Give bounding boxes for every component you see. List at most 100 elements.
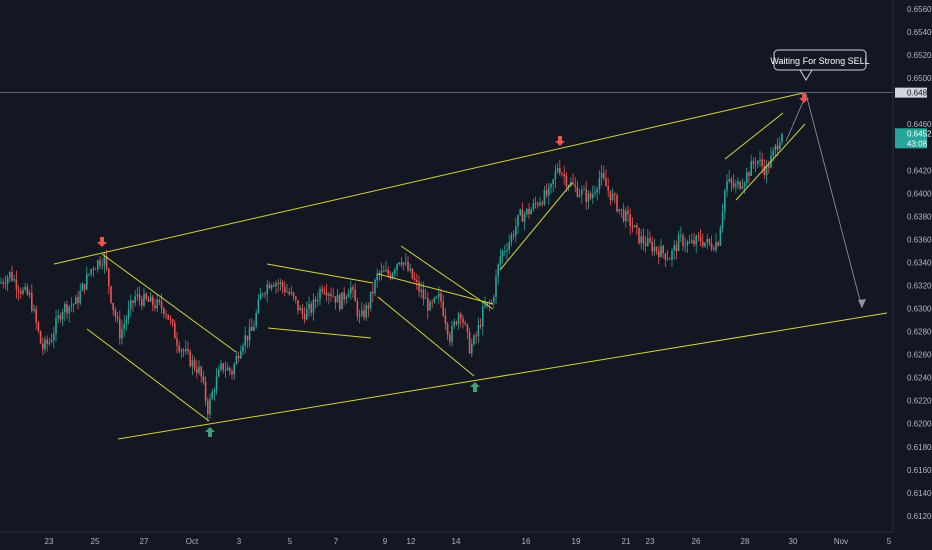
candle-body	[358, 315, 361, 317]
candle-body	[64, 304, 66, 313]
candle-body	[618, 209, 620, 212]
annotation-box[interactable]	[773, 49, 867, 71]
candle-body	[147, 298, 150, 302]
candle-body	[312, 299, 315, 313]
candle-body	[636, 225, 638, 228]
candle-body	[187, 348, 189, 352]
price-line-tag[interactable]	[895, 87, 927, 98]
candle-body	[563, 174, 565, 176]
candle-body	[246, 335, 249, 341]
projection-line[interactable]	[805, 93, 863, 309]
candle-body	[631, 225, 634, 228]
candle-body	[574, 184, 576, 187]
candle-body	[380, 270, 383, 274]
candle-body	[24, 286, 26, 290]
trend-line[interactable]	[117, 312, 888, 440]
candle-body	[143, 293, 145, 306]
candle-body	[204, 381, 207, 401]
candle-body	[68, 306, 70, 314]
candle-body	[552, 179, 554, 184]
candle-body	[130, 300, 132, 309]
candle-body	[543, 190, 546, 205]
candle-body	[664, 253, 667, 260]
trend-line[interactable]	[101, 253, 237, 353]
candle-body	[394, 270, 396, 274]
candle-body	[633, 225, 636, 228]
candle-body	[321, 288, 323, 292]
time-tick-label: 14	[452, 537, 461, 546]
candle-body	[572, 182, 574, 185]
candle-body	[666, 258, 669, 260]
trend-line[interactable]	[499, 182, 573, 271]
candle-body	[46, 339, 48, 344]
candle-body	[354, 289, 356, 302]
candle-body	[717, 242, 719, 246]
candle-body	[149, 296, 152, 302]
candle-body	[42, 343, 44, 350]
candle-body	[765, 164, 768, 176]
candle-body	[688, 241, 691, 243]
candle-body	[233, 364, 235, 375]
candle-body	[242, 345, 244, 352]
current-price-tag[interactable]	[895, 128, 927, 149]
candle-body	[108, 268, 110, 287]
trend-line[interactable]	[400, 245, 494, 310]
candle-body	[136, 294, 139, 297]
candle-body	[339, 294, 341, 310]
candle-body	[420, 289, 422, 292]
candle-body	[270, 285, 273, 289]
candle-body	[495, 276, 497, 298]
candle-body	[114, 310, 117, 317]
candle-body	[739, 181, 741, 189]
time-tick-label: 9	[383, 537, 388, 546]
candle-body	[6, 277, 9, 285]
trend-line[interactable]	[377, 296, 475, 377]
candle-body	[757, 161, 759, 164]
candle-body	[70, 305, 73, 307]
projection-line-up[interactable]	[785, 94, 807, 142]
candle-body	[418, 281, 420, 292]
candle-body	[308, 303, 310, 309]
candle-body	[429, 301, 431, 311]
candle-body	[453, 321, 455, 327]
trend-line[interactable]	[377, 273, 494, 305]
countdown-label: 43:08	[907, 139, 928, 148]
candle-body	[596, 189, 598, 193]
candle-body	[695, 235, 697, 245]
trend-line[interactable]	[86, 328, 210, 422]
candle-body	[244, 335, 246, 346]
candle-body	[191, 360, 194, 367]
candle-body	[706, 239, 708, 243]
candle-body	[559, 168, 561, 174]
candle-body	[669, 258, 671, 260]
trend-line[interactable]	[267, 327, 372, 339]
time-tick-label: 3	[237, 537, 242, 546]
candle-body	[457, 313, 460, 325]
candle-body	[119, 318, 121, 339]
candle-body	[167, 314, 169, 320]
candle-body	[629, 214, 631, 226]
trend-line[interactable]	[724, 112, 784, 160]
candle-body	[99, 260, 101, 266]
candle-body	[347, 293, 350, 297]
candle-body	[374, 280, 376, 294]
candle-body	[86, 274, 88, 290]
candle-body	[603, 172, 605, 179]
candle-body	[248, 326, 251, 341]
trend-line[interactable]	[53, 92, 804, 265]
candle-body	[677, 235, 680, 252]
trend-line[interactable]	[735, 123, 806, 201]
candle-body	[277, 283, 279, 285]
candle-body	[391, 273, 394, 279]
candle-body	[405, 261, 407, 263]
trend-line[interactable]	[266, 263, 374, 284]
candle-body	[539, 202, 541, 206]
candle-body	[691, 240, 693, 243]
candle-body	[132, 300, 134, 303]
